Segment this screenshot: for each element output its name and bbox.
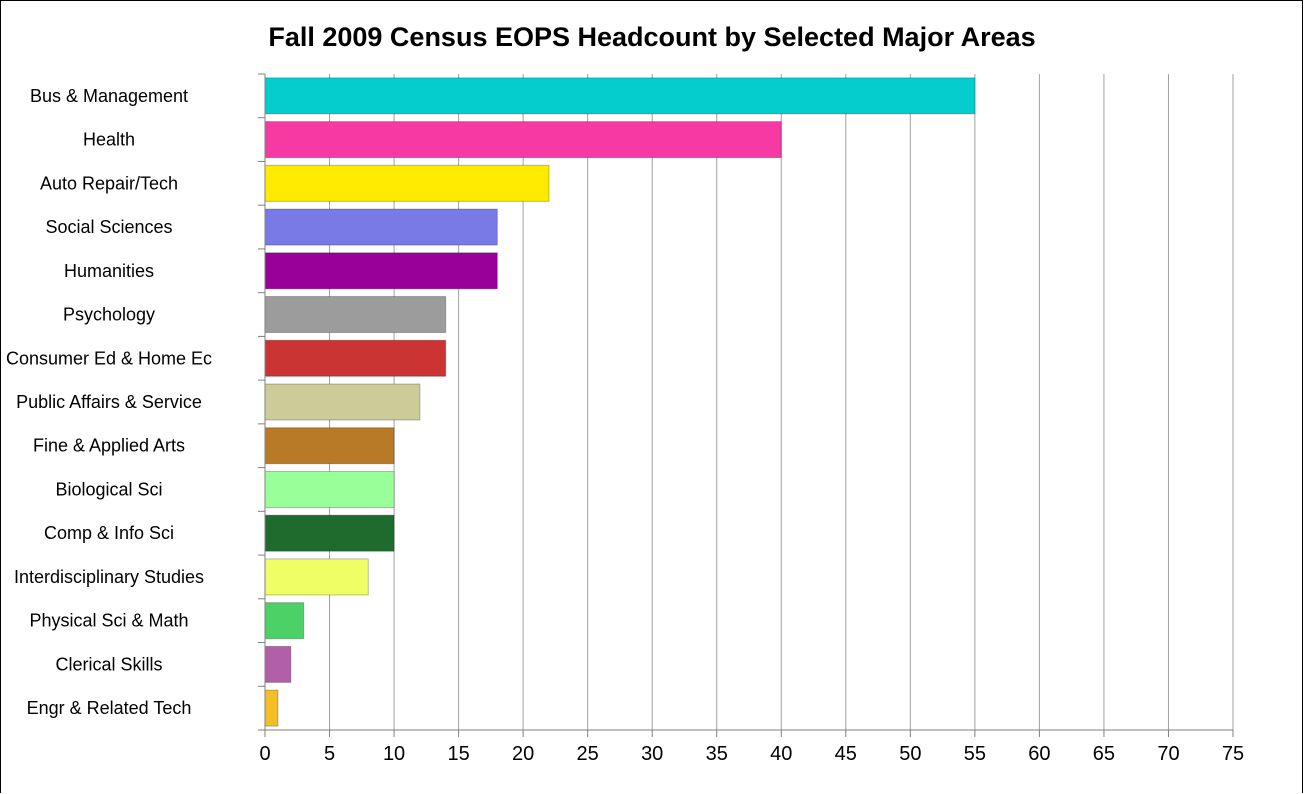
x-tick-label: 0 <box>259 743 270 765</box>
x-tick-label: 65 <box>1093 743 1115 765</box>
bar <box>264 689 279 727</box>
category-label: Comp & Info Sci <box>44 523 174 543</box>
category-labels: Bus & Management Health Auto Repair/Tech So… <box>6 86 212 718</box>
bar <box>264 383 421 421</box>
bar <box>264 602 305 640</box>
x-tick-label: 70 <box>1157 743 1179 765</box>
x-tick-label: 15 <box>447 743 469 765</box>
x-tick-label: 30 <box>641 743 663 765</box>
category-label: Humanities <box>64 261 154 281</box>
bar <box>264 296 447 334</box>
x-tick-label: 35 <box>706 743 728 765</box>
bar-group <box>264 77 976 727</box>
bar <box>264 427 395 465</box>
category-label: Psychology <box>63 305 155 325</box>
category-label: Health <box>83 130 135 150</box>
bar <box>264 558 369 596</box>
x-tick-label: 45 <box>835 743 857 765</box>
chart-title: Fall 2009 Census EOPS Headcount by Selec… <box>268 22 1036 52</box>
bar <box>264 252 498 290</box>
x-tick-label: 75 <box>1222 743 1244 765</box>
bar <box>264 164 550 202</box>
category-label: Social Sciences <box>45 217 172 237</box>
axes <box>258 73 1234 737</box>
bar <box>264 77 976 115</box>
category-label: Physical Sci & Math <box>29 611 188 631</box>
x-tick-label: 20 <box>512 743 534 765</box>
category-label: Biological Sci <box>55 479 162 499</box>
x-tick-label: 5 <box>324 743 335 765</box>
category-label: Consumer Ed & Home Ec <box>6 348 212 368</box>
category-label: Engr & Related Tech <box>27 698 192 718</box>
x-tick-label: 50 <box>899 743 921 765</box>
bar <box>264 339 447 377</box>
category-label: Bus & Management <box>30 86 188 106</box>
bar <box>264 121 782 159</box>
x-tick-labels: 0 5 10 15 20 25 30 35 40 45 50 55 60 65 70 75 <box>259 743 1244 765</box>
bar <box>264 208 498 246</box>
x-tick-label: 60 <box>1028 743 1050 765</box>
category-label: Interdisciplinary Studies <box>14 567 204 587</box>
x-tick-label: 40 <box>770 743 792 765</box>
bar <box>264 645 292 683</box>
x-tick-label: 55 <box>964 743 986 765</box>
bar <box>264 514 395 552</box>
category-label: Auto Repair/Tech <box>40 173 178 193</box>
category-label: Public Affairs & Service <box>16 392 202 412</box>
x-tick-label: 25 <box>577 743 599 765</box>
category-label: Clerical Skills <box>55 654 162 674</box>
x-tick-label: 10 <box>383 743 405 765</box>
category-label: Fine & Applied Arts <box>33 436 185 456</box>
bar <box>264 470 395 508</box>
